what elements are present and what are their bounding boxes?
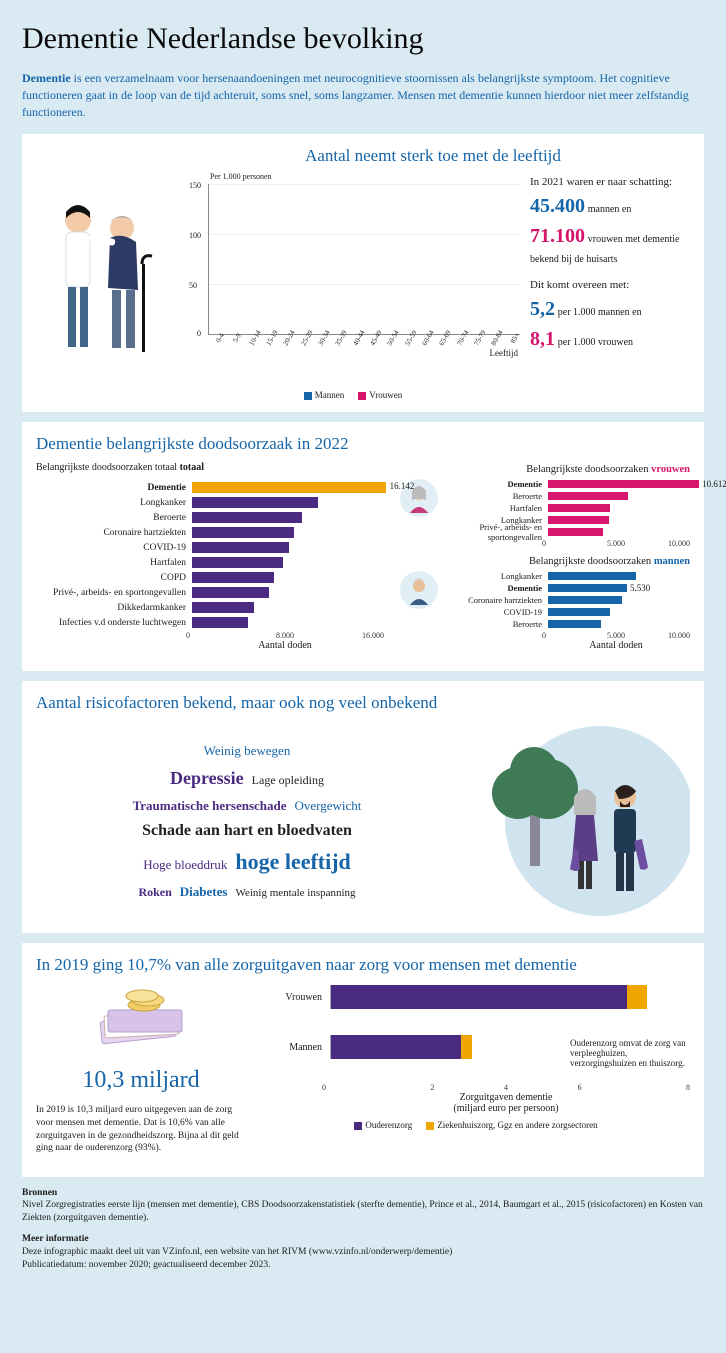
- costs-caption: Ouderenzorg omvat de zorg van verpleeghu…: [570, 1038, 690, 1068]
- stat-mannen-lbl: mannen en: [588, 204, 632, 215]
- sources-h1: Bronnen: [22, 1187, 704, 1200]
- deaths-mannen-subtitle: Belangrijkste doodsoorzaken mannen: [400, 556, 690, 567]
- sources-t3: Publicatiedatum: november 2020; geactual…: [22, 1259, 704, 1272]
- stat-mannen-n: 45.400: [530, 195, 585, 217]
- intro-rest: is een verzamelnaam voor hersenaandoenin…: [22, 71, 689, 119]
- intro-bold: Dementie: [22, 71, 71, 85]
- section4-title: In 2019 ging 10,7% van alle zorguitgaven…: [36, 955, 690, 975]
- section2-title: Dementie belangrijkste doodsoorzaak in 2…: [36, 434, 690, 454]
- section-deaths: Dementie belangrijkste doodsoorzaak in 2…: [22, 422, 704, 671]
- section-costs: In 2019 ging 10,7% van alle zorguitgaven…: [22, 943, 704, 1176]
- intro-text: Dementie is een verzamelnaam voor hersen…: [22, 70, 704, 120]
- sources-t1: Nivel Zorgregistraties eerste lijn (mens…: [22, 1199, 704, 1225]
- section-age: Aantal neemt sterk toe met de leeftijd: [22, 134, 704, 412]
- section-risk: Aantal risicofactoren bekend, maar ook n…: [22, 681, 704, 933]
- deaths-vrouwen-axis: 05.00010.000: [542, 539, 690, 548]
- stats-overeen: Dit komt overeen met:: [530, 277, 690, 294]
- age-chart-legend: MannenVrouwen: [186, 390, 520, 400]
- costs-axis: 02468: [322, 1083, 690, 1092]
- stat-vrouwen-n: 71.100: [530, 225, 585, 247]
- money-illustration: [36, 983, 246, 1063]
- page-title: Dementie Nederlandse bevolking: [22, 22, 704, 56]
- y-axis-label: Per 1.000 personen: [210, 172, 272, 181]
- sources-h2: Meer informatie: [22, 1233, 704, 1246]
- couple-walking-illustration: [470, 721, 690, 921]
- costs-big-number: 10,3 miljard: [36, 1067, 246, 1094]
- section3-title: Aantal risicofactoren bekend, maar ook n…: [36, 693, 690, 713]
- section1-title: Aantal neemt sterk toe met de leeftijd: [176, 146, 690, 166]
- deaths-total-subtitle: Belangrijkste doodsoorzaken totaal: [36, 462, 177, 473]
- costs-paragraph: In 2019 is 10,3 miljard euro uitgegeven …: [36, 1104, 246, 1155]
- stat-m-rate-lbl: per 1.000 mannen en: [558, 307, 642, 318]
- stats-year: In 2021 waren er naar schatting:: [530, 174, 690, 191]
- stats-box: In 2021 waren er naar schatting: 45.400 …: [530, 174, 690, 400]
- deaths-mannen-axis: 05.00010.000: [542, 631, 690, 640]
- costs-legend: OuderenzorgZiekenhuiszorg, Ggz en andere…: [262, 1120, 690, 1130]
- doctor-patient-illustration: [36, 174, 176, 400]
- sources-block: Bronnen Nivel Zorgregistraties eerste li…: [22, 1187, 704, 1272]
- deaths-total-xlabel: Aantal doden: [186, 640, 384, 651]
- man-avatar-icon: [400, 571, 438, 609]
- deaths-mannen-chart: LongkankerDementie5.530Coronaire hartzie…: [444, 571, 690, 629]
- deaths-vrouwen-chart: Dementie10.612BeroerteHartfalenLongkanke…: [444, 479, 690, 537]
- stat-v-rate: 8,1: [530, 328, 555, 350]
- deaths-vrouwen-subtitle: Belangrijkste doodsoorzaken vrouwen: [400, 464, 690, 475]
- costs-xlabel: Zorguitgaven dementie (miljard euro per …: [322, 1092, 690, 1114]
- deaths-mannen-xlabel: Aantal doden: [542, 640, 690, 651]
- age-chart: Per 1.000 personen 501001500 0-45-910-14…: [186, 174, 520, 400]
- deaths-total-axis: 08.00016.000: [186, 631, 384, 640]
- deaths-total-chart: Dementie16.142LongkankerBeroerteCoronair…: [36, 481, 384, 629]
- stat-m-rate: 5,2: [530, 298, 555, 320]
- risk-wordcloud: Weinig bewegenDepressieLage opleidingTra…: [36, 738, 458, 904]
- x-axis-title: Leeftijd: [490, 348, 519, 358]
- stat-v-rate-lbl: per 1.000 vrouwen: [558, 337, 633, 348]
- sources-t2: Deze infographic maakt deel uit van VZin…: [22, 1246, 704, 1259]
